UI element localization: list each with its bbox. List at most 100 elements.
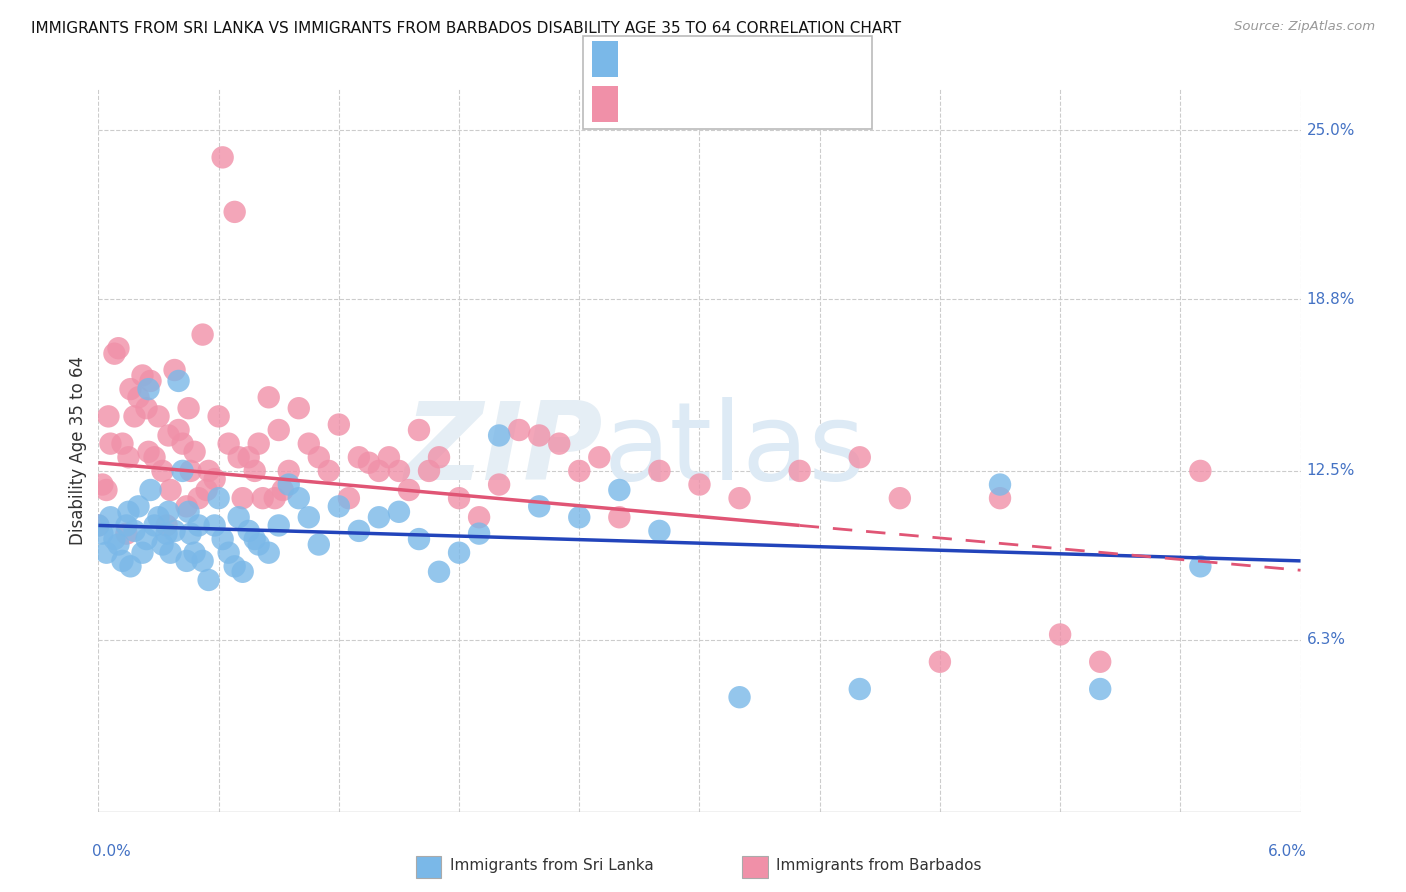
Point [243, 532, 266, 546]
Point [120, 559, 142, 574]
Point [180, 464, 202, 478]
Point [211, 150, 233, 164]
Point [848, 681, 870, 696]
Point [191, 554, 214, 568]
Point [157, 505, 180, 519]
Bar [592, 87, 619, 122]
Point [91, 526, 114, 541]
Point [152, 464, 174, 478]
Point [155, 518, 177, 533]
Point [187, 518, 209, 533]
Point [183, 546, 205, 560]
Point [408, 423, 430, 437]
Point [988, 477, 1011, 491]
Point [247, 537, 270, 551]
Point [103, 532, 125, 546]
Point [172, 436, 194, 450]
Point [308, 450, 330, 465]
Point [135, 532, 157, 546]
Point [128, 500, 150, 514]
Point [117, 450, 139, 465]
Point [277, 477, 299, 491]
Point [508, 423, 530, 437]
Point [159, 483, 181, 497]
Point [388, 505, 411, 519]
Point [96, 546, 118, 560]
Point [277, 464, 299, 478]
Point [187, 491, 209, 505]
Point [128, 390, 150, 404]
Point [488, 477, 510, 491]
Point [988, 491, 1011, 505]
Text: atlas: atlas [603, 398, 865, 503]
Point [107, 341, 129, 355]
Point [298, 436, 321, 450]
Text: Source: ZipAtlas.com: Source: ZipAtlas.com [1234, 20, 1375, 33]
Point [318, 464, 340, 478]
Point [163, 524, 186, 538]
Point [224, 205, 246, 219]
Point [183, 445, 205, 459]
Point [468, 526, 491, 541]
Point [155, 526, 177, 541]
Point [267, 518, 290, 533]
Point [388, 464, 411, 478]
Point [447, 491, 470, 505]
Point [148, 510, 170, 524]
Point [398, 483, 420, 497]
Point [124, 524, 146, 538]
Point [100, 510, 122, 524]
Point [204, 472, 226, 486]
Text: 12.5%: 12.5% [1306, 464, 1355, 478]
Point [607, 510, 630, 524]
Point [1189, 464, 1212, 478]
Point [357, 456, 380, 470]
Point [588, 450, 610, 465]
Point [243, 464, 266, 478]
Point [648, 524, 671, 538]
Bar [416, 856, 441, 878]
Point [418, 464, 440, 478]
Point [218, 436, 240, 450]
Point [96, 483, 118, 497]
Point [607, 483, 630, 497]
Point [789, 464, 811, 478]
Point [548, 436, 571, 450]
Point [378, 450, 401, 465]
Point [197, 464, 219, 478]
Point [152, 537, 174, 551]
Text: IMMIGRANTS FROM SRI LANKA VS IMMIGRANTS FROM BARBADOS DISABILITY AGE 35 TO 64 CO: IMMIGRANTS FROM SRI LANKA VS IMMIGRANTS … [31, 21, 901, 37]
Point [263, 491, 285, 505]
Point [308, 537, 330, 551]
Point [298, 510, 321, 524]
Point [1088, 655, 1111, 669]
Point [143, 518, 166, 533]
Point [247, 436, 270, 450]
Text: 85: 85 [797, 96, 818, 112]
Point [648, 464, 671, 478]
Point [232, 565, 254, 579]
Point [139, 374, 162, 388]
Point [131, 368, 153, 383]
Point [157, 428, 180, 442]
Point [176, 554, 198, 568]
Point [568, 510, 591, 524]
Text: R =: R = [627, 52, 659, 67]
Point [120, 382, 142, 396]
Point [1189, 559, 1212, 574]
Point [148, 409, 170, 424]
Point [100, 436, 122, 450]
Point [252, 491, 274, 505]
Point [177, 401, 200, 416]
Point [180, 526, 202, 541]
Point [131, 546, 153, 560]
Point [208, 491, 231, 505]
Point [287, 401, 309, 416]
Point [267, 423, 290, 437]
Point [257, 546, 280, 560]
Point [337, 491, 360, 505]
Point [347, 524, 370, 538]
Point [568, 464, 591, 478]
Text: -0.101: -0.101 [664, 52, 718, 67]
Point [159, 546, 181, 560]
